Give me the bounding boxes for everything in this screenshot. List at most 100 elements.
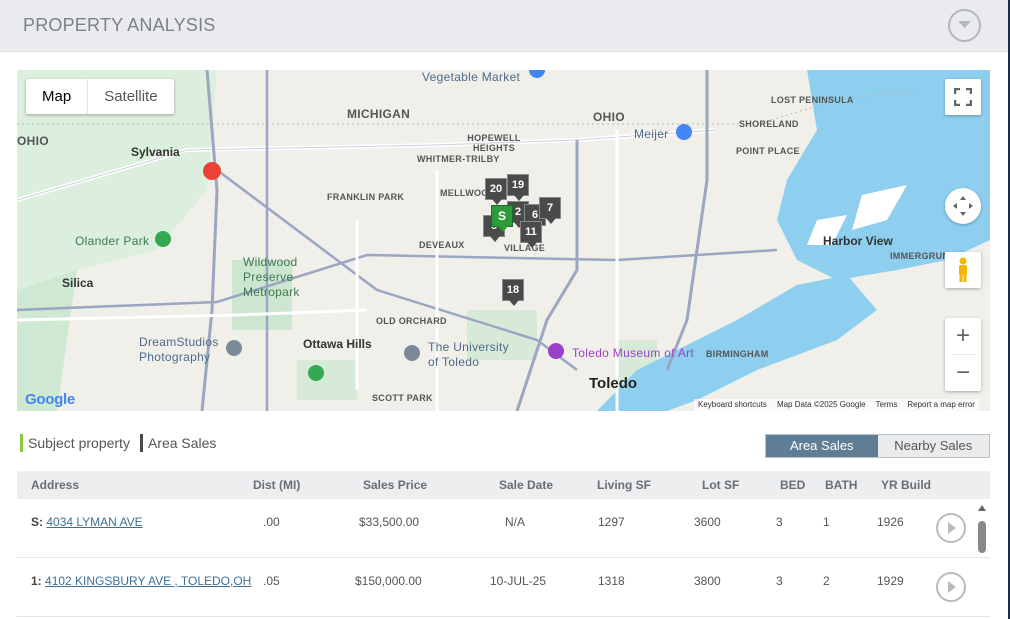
row-living-sf: 1318 [598, 574, 625, 588]
row-address-link[interactable]: 4102 KINGSBURY AVE , TOLEDO,OH [45, 574, 252, 588]
zoom-out-button[interactable]: − [955, 359, 970, 386]
map-label-dreamstudios: DreamStudios Photography [139, 335, 219, 364]
map-type-satellite-button[interactable]: Satellite [87, 79, 173, 114]
map-type-control: Map Satellite [26, 79, 174, 114]
map-label-birmingham: BIRMINGHAM [706, 349, 769, 359]
map-label-whitmer-trilby: WHITMER-TRILBY [417, 154, 500, 164]
row-dist: .00 [263, 515, 280, 529]
map-label-university: The University of Toledo [428, 340, 509, 369]
legend-area-swatch [139, 434, 143, 452]
map-label-deveaux: DEVEAUX [419, 240, 465, 250]
google-logo: Google [25, 391, 75, 408]
map-marker-19[interactable]: 19 [507, 174, 529, 201]
google-logo-text: Google [25, 391, 75, 408]
fullscreen-icon [954, 88, 972, 106]
chevron-down-icon [958, 21, 971, 28]
map-marker-7[interactable]: 7 [539, 197, 561, 224]
row-address-cell: 1: 4102 KINGSBURY AVE , TOLEDO,OH [31, 574, 251, 588]
row-lot-sf: 3800 [694, 574, 721, 588]
map-marker-11[interactable]: 11 [520, 221, 542, 248]
row-year: 1926 [877, 515, 904, 529]
map-label-hopewell-heights: HOPEWELL HEIGHTS [467, 133, 521, 153]
map-label-shoreland: SHORELAND [739, 119, 799, 129]
map-label-wildwood: Wildwood Preserve Metropark [243, 255, 300, 299]
legend-area-label: Area Sales [147, 435, 217, 451]
section-title: PROPERTY ANALYSIS [23, 15, 216, 35]
zoom-in-button[interactable]: + [955, 322, 970, 349]
map-type-map-button[interactable]: Map [42, 88, 72, 105]
map-label-scott-park: SCOTT PARK [372, 393, 433, 403]
map-label-old-orchard: OLD ORCHARD [376, 316, 447, 326]
row-prefix: 1: [31, 574, 42, 588]
map-marker-20[interactable]: 20 [485, 178, 507, 205]
row-prefix: S: [31, 515, 43, 529]
nearby-sales-tab[interactable]: Nearby Sales [877, 435, 989, 457]
table-scrollbar[interactable] [976, 501, 988, 619]
row-bath: 1 [823, 515, 830, 529]
row-address-link[interactable]: 4034 LYMAN AVE [46, 515, 143, 529]
terms-link[interactable]: Terms [875, 400, 898, 409]
legend-subject-swatch [20, 434, 23, 452]
map-label-ohio-left: OHIO [17, 134, 49, 148]
row-address-cell: S: 4034 LYMAN AVE [31, 515, 143, 529]
report-map-error-link[interactable]: Report a map error [907, 400, 975, 409]
scroll-thumb[interactable] [978, 521, 986, 553]
table-header: Address Dist (MI) Sales Price Sale Date … [17, 471, 990, 499]
table-row: 1: 4102 KINGSBURY AVE , TOLEDO,OH .05 $1… [17, 558, 990, 617]
map-label-meijer: Meijer [634, 127, 669, 141]
map-label-vegetable-market: Vegetable Market [422, 70, 521, 84]
map-label-silica: Silica [62, 276, 94, 290]
row-dist: .05 [263, 574, 280, 588]
row-lot-sf: 3600 [694, 515, 721, 529]
legend-subject-label: Subject property [28, 435, 130, 451]
map-label-harbor-view: Harbor View [823, 234, 893, 248]
col-sale-date: Sale Date [499, 478, 554, 492]
scroll-up-arrow[interactable] [978, 505, 986, 511]
area-sales-tab[interactable]: Area Sales [766, 435, 878, 457]
legend-subject-property: Subject property [20, 434, 130, 452]
map-label-olander-park: Olander Park [75, 234, 150, 248]
map-marker-subject[interactable]: S [491, 205, 513, 232]
map-label-toledo: Toledo [589, 375, 638, 392]
map-label-mellwood: MELLWOOD [440, 188, 496, 198]
collapse-button[interactable] [948, 9, 981, 42]
map-label-sylvania: Sylvania [131, 145, 180, 159]
col-bath: BATH [825, 478, 858, 492]
map-view[interactable]: Vegetable Market MICHIGAN OHIO OHIO Meij… [17, 70, 990, 411]
map-label-lost-peninsula: LOST PENINSULA [771, 95, 854, 105]
map-legend: Subject property Area Sales [20, 434, 216, 452]
camera-control-button[interactable] [945, 188, 981, 224]
row-details-button[interactable] [936, 513, 966, 543]
section-header: PROPERTY ANALYSIS [0, 0, 1008, 52]
row-bath: 2 [823, 574, 830, 588]
map-label-ottawa-hills: Ottawa Hills [303, 337, 372, 351]
col-address: Address [31, 478, 80, 492]
col-bed: BED [780, 478, 806, 492]
map-label-village: VILLAGE [504, 243, 546, 253]
map-footer: Keyboard shortcuts Map Data ©2025 Google… [694, 399, 979, 411]
row-bed: 3 [776, 515, 783, 529]
sales-table: Address Dist (MI) Sales Price Sale Date … [17, 471, 990, 617]
map-data-attribution: Map Data ©2025 Google [776, 400, 866, 409]
zoom-control: + − [945, 318, 981, 391]
keyboard-shortcuts-link[interactable]: Keyboard shortcuts [698, 400, 767, 409]
row-details-button[interactable] [936, 572, 966, 602]
col-lot-sf: Lot SF [702, 478, 740, 492]
legend-area-sales: Area Sales [139, 434, 217, 452]
map-label-franklin-park: FRANKLIN PARK [327, 192, 405, 202]
row-date: N/A [505, 515, 526, 529]
map-label-point-place: POINT PLACE [736, 146, 800, 156]
col-living-sf: Living SF [597, 478, 651, 492]
col-dist: Dist (MI) [253, 478, 301, 492]
page-edge [1008, 0, 1010, 619]
col-sales-price: Sales Price [363, 478, 428, 492]
map-marker-18[interactable]: 18 [502, 279, 524, 306]
street-view-button[interactable] [945, 252, 981, 288]
row-date: 10-JUL-25 [490, 574, 547, 588]
fullscreen-button[interactable] [945, 79, 981, 115]
map-base [17, 70, 990, 411]
row-price: $150,000.00 [355, 574, 422, 588]
sales-toggle: Area Sales Nearby Sales [765, 434, 990, 458]
row-year: 1929 [877, 574, 904, 588]
zoom-divider [951, 354, 975, 355]
